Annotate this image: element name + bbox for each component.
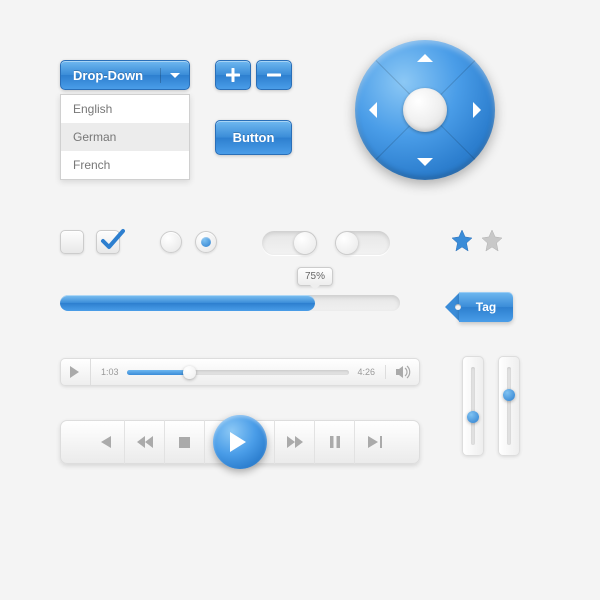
- checkbox-checked[interactable]: [96, 230, 120, 254]
- dpad-up-icon[interactable]: [417, 54, 433, 62]
- speaker-icon: [395, 365, 411, 379]
- progress-fill: [60, 295, 315, 311]
- dropdown-caret-icon: [161, 68, 189, 83]
- toggle-on[interactable]: [262, 231, 317, 255]
- dropdown-button[interactable]: Drop-Down: [60, 60, 190, 90]
- slider-knob[interactable]: [467, 411, 479, 423]
- elapsed-time: 1:03: [101, 367, 119, 377]
- next-button[interactable]: [355, 420, 395, 464]
- mini-player: 1:03 4:26: [60, 358, 420, 386]
- star-filled-icon[interactable]: [450, 229, 474, 253]
- dpad-left-icon[interactable]: [369, 102, 377, 118]
- dropdown-list: English German French: [60, 94, 190, 180]
- toggle-off[interactable]: [335, 231, 390, 255]
- stop-button[interactable]: [165, 420, 205, 464]
- vertical-slider[interactable]: [498, 356, 520, 456]
- pause-button[interactable]: [315, 420, 355, 464]
- play-button[interactable]: [205, 420, 275, 464]
- minus-button[interactable]: [256, 60, 292, 90]
- forward-button[interactable]: [275, 420, 315, 464]
- dropdown-option[interactable]: German: [61, 123, 189, 151]
- play-icon: [230, 432, 256, 452]
- dropdown-label: Drop-Down: [61, 68, 161, 83]
- checkmark-icon: [99, 227, 125, 253]
- dpad-right-icon[interactable]: [473, 102, 481, 118]
- plus-button[interactable]: [215, 60, 251, 90]
- dropdown-group: Drop-Down English German French: [60, 60, 190, 180]
- dropdown-option[interactable]: French: [61, 151, 189, 179]
- media-player: [60, 420, 420, 464]
- seek-bar[interactable]: [127, 370, 350, 375]
- checkbox-unchecked[interactable]: [60, 230, 84, 254]
- vertical-slider[interactable]: [462, 356, 484, 456]
- radio-unselected[interactable]: [160, 231, 182, 253]
- slider-knob[interactable]: [503, 389, 515, 401]
- progress-bar[interactable]: 75%: [60, 295, 400, 311]
- tag-badge[interactable]: Tag: [445, 292, 513, 322]
- button-label: Button: [233, 130, 275, 145]
- total-time: 4:26: [357, 367, 375, 377]
- progress-tooltip: 75%: [297, 267, 333, 286]
- prev-button[interactable]: [85, 420, 125, 464]
- star-empty-icon[interactable]: [480, 229, 504, 253]
- dpad: [355, 40, 495, 180]
- seek-knob[interactable]: [183, 366, 196, 379]
- tag-label: Tag: [476, 300, 496, 314]
- standard-button[interactable]: Button: [215, 120, 292, 155]
- volume-button[interactable]: [385, 365, 419, 379]
- radio-selected[interactable]: [195, 231, 217, 253]
- dropdown-option[interactable]: English: [61, 95, 189, 123]
- rewind-button[interactable]: [125, 420, 165, 464]
- play-button[interactable]: [61, 358, 91, 386]
- dpad-center-button[interactable]: [403, 88, 447, 132]
- dpad-down-icon[interactable]: [417, 158, 433, 166]
